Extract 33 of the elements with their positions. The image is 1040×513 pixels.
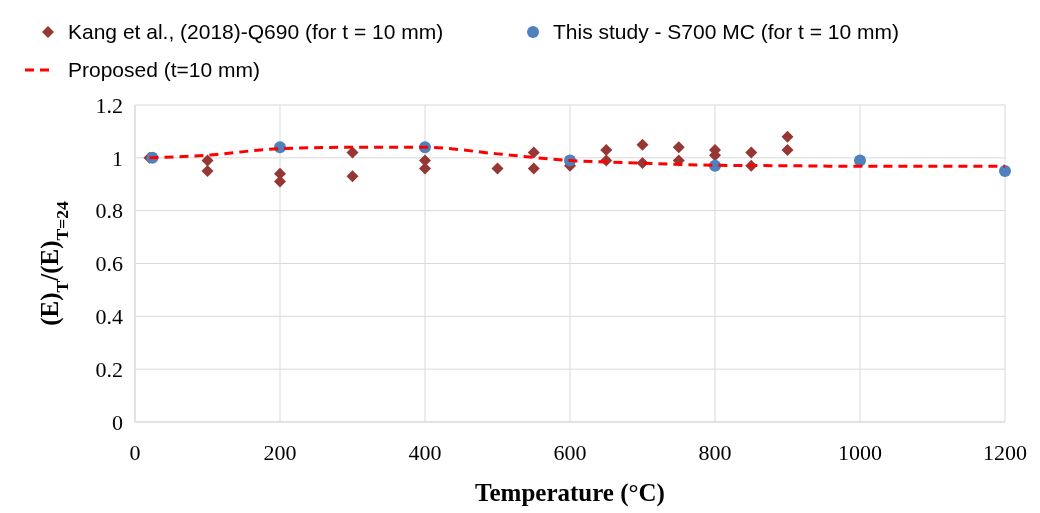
point [527,162,540,175]
legend-label: Kang et al., (2018)-Q690 (for t = 10 mm) [68,20,444,44]
y-tick-label: 0.6 [95,251,123,277]
legend-label: Proposed (t=10 mm) [68,58,260,82]
point [999,165,1011,178]
point [600,143,613,156]
x-tick-label: 1000 [838,440,882,465]
x-tick-label: 600 [553,440,587,465]
y-tick-label: 0.2 [95,356,123,382]
legend-label: This study - S700 MC (for t = 10 mm) [553,20,900,44]
point [854,154,866,167]
point [745,146,758,159]
point [346,170,359,183]
y-tick-label: 1 [112,145,123,171]
y-tick-label: 0.4 [95,304,123,330]
x-tick-label: 200 [263,440,297,465]
point [781,143,794,156]
x-tick-label: 1200 [983,440,1027,465]
y-tick-label: 1.2 [95,92,123,118]
point [672,141,685,154]
point [527,146,540,159]
point [346,146,359,159]
point [201,165,214,178]
y-tick-label: 0.8 [95,198,123,224]
x-tick-label: 800 [698,440,732,465]
y-tick-label: 0 [112,409,123,435]
point [636,138,649,151]
x-tick-label: 400 [408,440,442,465]
point [781,130,794,143]
x-axis-title: Temperature (°C) [475,479,665,507]
point [201,154,214,167]
x-tick-label: 0 [129,440,141,465]
point [491,162,504,175]
